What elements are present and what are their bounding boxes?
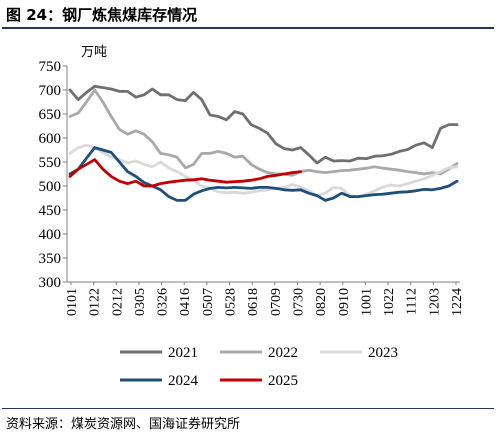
y-tick-label: 300: [39, 275, 62, 291]
y-tick-label: 600: [39, 131, 62, 147]
x-tick-label: 1224: [450, 288, 465, 316]
series-line-2025: [68, 158, 302, 188]
y-unit-label: 万吨: [81, 45, 107, 60]
x-tick-label: 1203: [427, 288, 442, 316]
chart-legend: 2021 2022 2023 2024 2025: [120, 345, 398, 389]
legend-label-2024: 2024: [168, 373, 199, 389]
x-tick-label: 1022: [382, 288, 397, 316]
source-divider: [2, 408, 494, 409]
series-line-2023: [68, 143, 459, 199]
y-tick-label: 400: [39, 227, 62, 243]
x-tick-label: 0507: [201, 288, 216, 316]
x-tick-label: 0820: [314, 288, 329, 316]
x-tick-label: 0305: [133, 288, 148, 316]
chart-axes: 300 350 400 450 500 550 600 650 700 750 万吨 0101 0122…: [39, 45, 466, 316]
y-tick-label: 550: [39, 155, 62, 171]
y-tick-label: 350: [39, 251, 62, 267]
x-tick-label: 0709: [269, 288, 284, 316]
legend-label-2025: 2025: [268, 373, 298, 389]
x-tick-label: 0101: [65, 288, 80, 316]
x-tick-label: 0416: [178, 288, 193, 316]
x-tick-label: 0730: [291, 288, 306, 316]
figure-title: 图 24：钢厂炼焦煤库存情况: [6, 6, 198, 24]
x-tick-label: 1112: [405, 288, 420, 315]
title-divider: [2, 27, 494, 29]
series-line-2022: [68, 88, 459, 177]
y-tick-label: 500: [39, 179, 62, 195]
series-line-2021: [68, 84, 459, 165]
legend-label-2022: 2022: [268, 345, 298, 361]
y-tick-label: 700: [39, 83, 62, 99]
source-note: 资料来源：煤炭资源网、国海证券研究所: [6, 417, 241, 432]
x-tick-label: 1001: [359, 288, 374, 316]
x-tick-label: 0910: [337, 288, 352, 316]
legend-label-2021: 2021: [168, 345, 198, 361]
y-tick-label: 450: [39, 203, 62, 219]
x-tick-label: 0618: [246, 288, 261, 316]
y-tick-label: 650: [39, 107, 62, 123]
legend-label-2023: 2023: [368, 345, 398, 361]
y-tick-label: 750: [39, 59, 62, 75]
series-line-2024: [68, 146, 459, 202]
x-tick-label: 0326: [156, 288, 171, 316]
x-tick-label: 0528: [224, 288, 239, 316]
x-tick-label: 0212: [110, 288, 125, 316]
x-tick-label: 0122: [88, 288, 103, 316]
plot-area: [68, 84, 459, 202]
